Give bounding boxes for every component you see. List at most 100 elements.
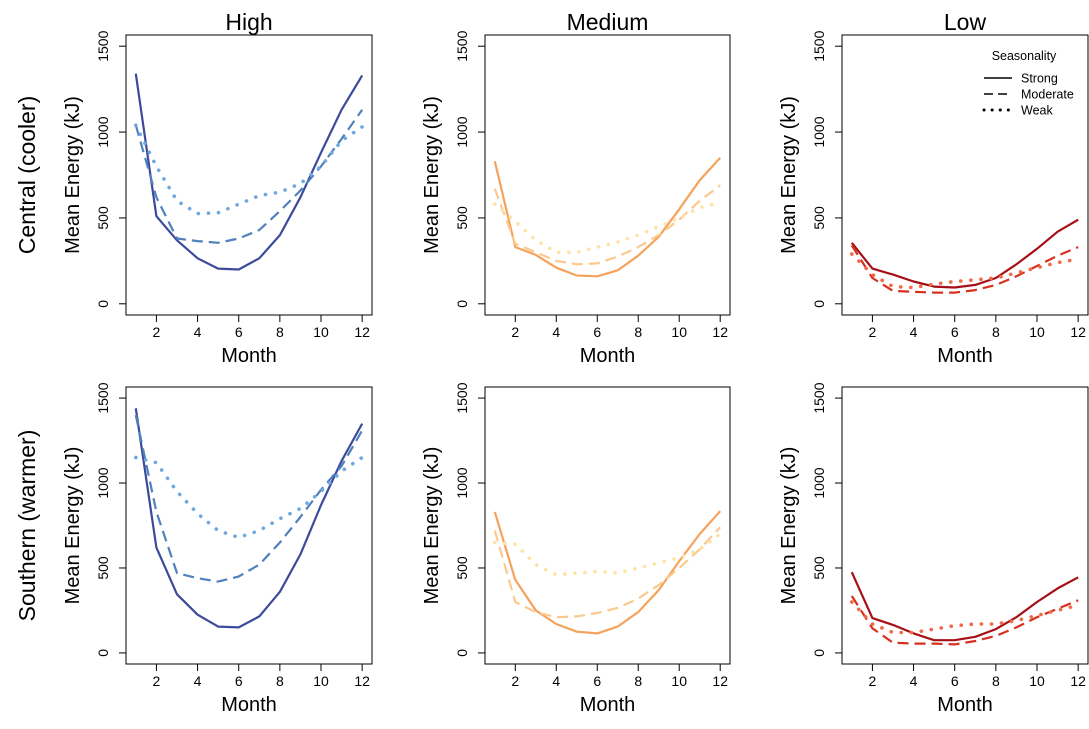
- panel-central-cooler-low-ytick-label-500: 500: [811, 206, 827, 230]
- panel-southern-warmer-medium-x-axis-title: Month: [580, 694, 636, 716]
- panel-southern-warmer-medium-frame: [484, 386, 731, 665]
- panel-southern-warmer-high-ytick-label-1500: 1500: [95, 382, 111, 413]
- panel-southern-warmer-low-xtick-label-6: 6: [951, 673, 959, 689]
- panel-southern-warmer-high-frame: [125, 386, 373, 665]
- panel-southern-warmer-high-ytick-label-0: 0: [95, 649, 111, 657]
- panel-southern-warmer-medium-xtick-label-10: 10: [671, 673, 687, 689]
- panel-central-cooler-high-ytick-label-1500: 1500: [95, 30, 111, 61]
- panel-central-cooler-high-xtick-label-4: 4: [194, 324, 202, 340]
- panel-central-cooler-high-xtick-label-2: 2: [153, 324, 161, 340]
- panel-central-cooler-medium-frame: [484, 34, 731, 316]
- panel-central-cooler-medium-series-strong: [493, 157, 722, 278]
- panel-central-cooler-low-series-moderate: [850, 244, 1079, 294]
- panel-southern-warmer-high-series-strong: [134, 408, 364, 629]
- panel-southern-warmer-low-series-strong: [850, 571, 1079, 642]
- panel-central-cooler-low-ytick-label-1500: 1500: [811, 30, 827, 61]
- panel-southern-warmer-high-x-axis-title: Month: [221, 694, 277, 716]
- panel-central-cooler-low-xtick-label-4: 4: [910, 324, 918, 340]
- panel-southern-warmer-medium-y-axis-title: Mean Energy (kJ): [421, 447, 443, 605]
- panel-southern-warmer-high-xtick-label-6: 6: [235, 673, 243, 689]
- panel-central-cooler-high-xtick-label-10: 10: [313, 324, 329, 340]
- panel-southern-warmer-low-xtick-label-10: 10: [1029, 673, 1045, 689]
- panel-central-cooler-medium-ytick-label-500: 500: [454, 206, 470, 230]
- panel-southern-warmer-high-y-axis-title: Mean Energy (kJ): [62, 447, 84, 605]
- panel-central-cooler-low-ytick-label-0: 0: [811, 300, 827, 308]
- panel-southern-warmer-low-series-weak: [849, 600, 1080, 635]
- panel-southern-warmer-medium-xtick-label-4: 4: [552, 673, 560, 689]
- panel-central-cooler-low-xtick-label-10: 10: [1029, 324, 1045, 340]
- legend-label-weak: Weak: [1021, 104, 1053, 118]
- panel-southern-warmer-low-xtick-label-12: 12: [1070, 673, 1086, 689]
- panel-central-cooler-low-y-axis-title: Mean Energy (kJ): [778, 96, 800, 254]
- panel-southern-warmer-high-series-moderate: [134, 414, 364, 583]
- panel-southern-warmer-medium-ytick-label-1500: 1500: [454, 382, 470, 413]
- column-title-high: High: [225, 9, 272, 35]
- panel-southern-warmer-low-ytick-label-0: 0: [811, 649, 827, 657]
- panel-central-cooler-low: 0 500 1000 1500 2 4 6 8 10 12 Month Mean Energy (kJ…: [778, 30, 1089, 367]
- panel-central-cooler-high-series-strong: [134, 73, 364, 271]
- panel-southern-warmer-low-y-axis-title: Mean Energy (kJ): [778, 447, 800, 605]
- panel-central-cooler-medium-ytick-label-1500: 1500: [454, 30, 470, 61]
- panel-central-cooler-medium-xtick-label-10: 10: [671, 324, 687, 340]
- panel-southern-warmer-medium-series-weak: [492, 532, 723, 577]
- panel-southern-warmer-medium-ytick-label-0: 0: [454, 649, 470, 657]
- panel-southern-warmer-medium-ytick-label-1000: 1000: [454, 467, 470, 498]
- panel-central-cooler-low-xtick-label-8: 8: [992, 324, 1000, 340]
- panel-central-cooler-high-ytick-label-0: 0: [95, 300, 111, 308]
- panel-central-cooler-medium-xtick-label-2: 2: [511, 324, 519, 340]
- panel-southern-warmer-low: 0 500 1000 1500 2 4 6 8 10 12 Month Mean Energy (kJ…: [778, 382, 1089, 716]
- panel-southern-warmer-low-ytick-label-1500: 1500: [811, 382, 827, 413]
- panel-central-cooler-low-xtick-label-12: 12: [1070, 324, 1086, 340]
- panel-central-cooler-low-ytick-label-1000: 1000: [811, 116, 827, 147]
- panel-southern-warmer-medium-xtick-label-12: 12: [712, 673, 728, 689]
- panel-southern-warmer-low-series-moderate: [850, 595, 1079, 646]
- legend-title: Seasonality: [992, 49, 1057, 63]
- panel-central-cooler-high-series-moderate: [134, 109, 364, 244]
- panel-central-cooler-high-xtick-label-12: 12: [354, 324, 370, 340]
- panel-central-cooler-low-xtick-label-6: 6: [951, 324, 959, 340]
- panel-southern-warmer-low-frame: [841, 386, 1089, 665]
- panel-central-cooler-medium-x-axis-title: Month: [580, 345, 636, 367]
- panel-central-cooler-low-frame: [841, 34, 1089, 316]
- panel-central-cooler-high-x-axis-title: Month: [221, 345, 277, 367]
- panel-southern-warmer-medium-series-strong: [493, 510, 722, 635]
- row-label-central-cooler: Central (cooler): [14, 96, 40, 255]
- panel-central-cooler-high-ytick-label-500: 500: [95, 206, 111, 230]
- panel-central-cooler-low-series-weak: [849, 252, 1080, 290]
- panel-southern-warmer-low-xtick-label-8: 8: [992, 673, 1000, 689]
- panel-central-cooler-medium-xtick-label-4: 4: [552, 324, 560, 340]
- panel-southern-warmer-high: 0 500 1000 1500 2 4 6 8 10 12 Month Mean Energy (kJ…: [62, 382, 373, 716]
- panel-southern-warmer-high-xtick-label-12: 12: [354, 673, 370, 689]
- panel-southern-warmer-high-xtick-label-8: 8: [276, 673, 284, 689]
- panel-southern-warmer-medium-xtick-label-2: 2: [511, 673, 519, 689]
- panel-southern-warmer-medium: 0 500 1000 1500 2 4 6 8 10 12 Month Mean Energy (kJ…: [421, 382, 731, 716]
- panel-central-cooler-medium-xtick-label-6: 6: [593, 324, 601, 340]
- panel-southern-warmer-high-ytick-label-1000: 1000: [95, 467, 111, 498]
- legend: Seasonality Strong Moderate Weak: [982, 49, 1074, 118]
- legend-label-moderate: Moderate: [1021, 88, 1074, 102]
- panel-southern-warmer-low-x-axis-title: Month: [937, 694, 993, 716]
- panel-southern-warmer-medium-xtick-label-6: 6: [593, 673, 601, 689]
- panel-southern-warmer-low-xtick-label-4: 4: [910, 673, 918, 689]
- panel-central-cooler-high-series-weak: [134, 123, 365, 216]
- panel-central-cooler-low-series-strong: [850, 218, 1079, 289]
- panel-southern-warmer-high-ytick-label-500: 500: [95, 556, 111, 580]
- column-title-low: Low: [944, 9, 987, 35]
- panel-central-cooler-medium-series-weak: [492, 200, 723, 255]
- panel-central-cooler-low-xtick-label-2: 2: [869, 324, 877, 340]
- panel-central-cooler-medium-ytick-label-1000: 1000: [454, 116, 470, 147]
- panel-central-cooler-high-ytick-label-1000: 1000: [95, 116, 111, 147]
- panel-central-cooler-low-x-axis-title: Month: [937, 345, 993, 367]
- column-title-medium: Medium: [567, 9, 649, 35]
- panel-southern-warmer-low-xtick-label-2: 2: [869, 673, 877, 689]
- panel-central-cooler-high-xtick-label-8: 8: [276, 324, 284, 340]
- panel-southern-warmer-high-xtick-label-10: 10: [313, 673, 329, 689]
- column-titles: High Medium Low: [225, 9, 986, 35]
- panel-central-cooler-high-xtick-label-6: 6: [235, 324, 243, 340]
- panel-central-cooler-medium-xtick-label-8: 8: [634, 324, 642, 340]
- panel-southern-warmer-medium-series-moderate: [493, 526, 722, 619]
- panel-central-cooler-medium-ytick-label-0: 0: [454, 300, 470, 308]
- row-label-southern-warmer: Southern (warmer): [14, 430, 40, 622]
